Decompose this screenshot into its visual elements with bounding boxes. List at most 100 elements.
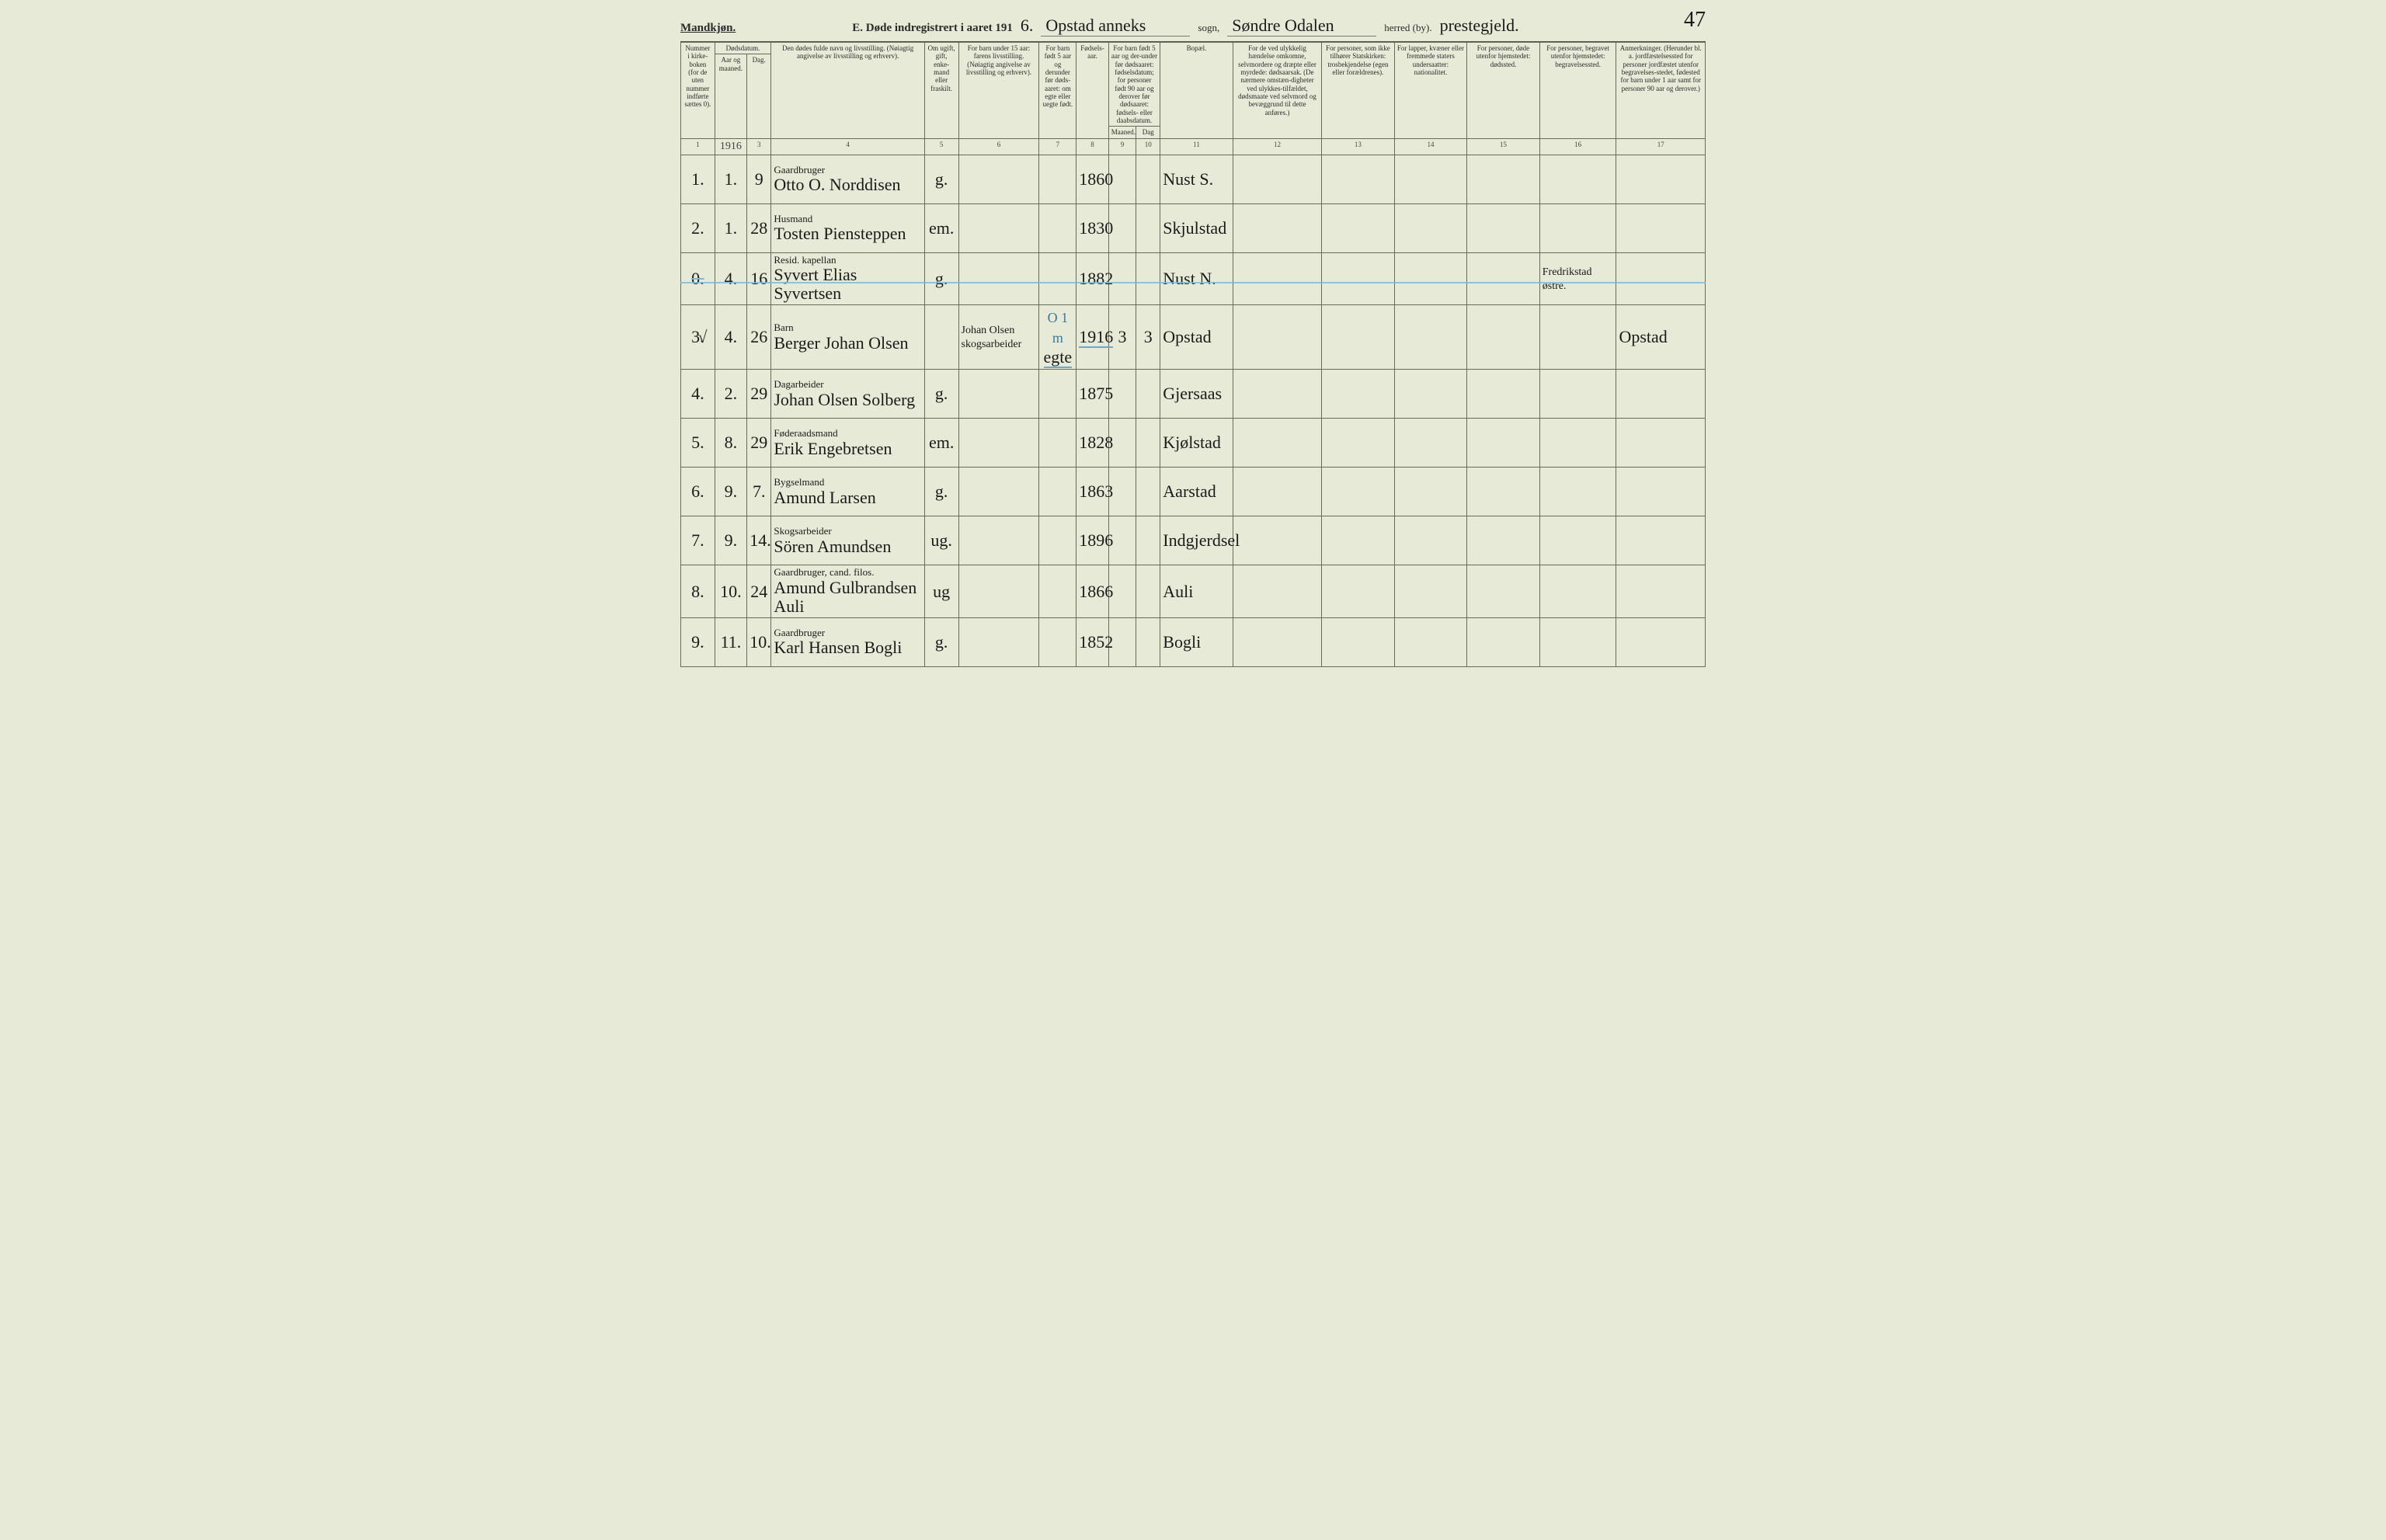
parish-name: Opstad anneks: [1041, 16, 1190, 37]
death-place: [1467, 305, 1540, 370]
prestegjeld: prestegjeld.: [1440, 16, 1519, 36]
father-occupation: [958, 516, 1039, 565]
col-header: Om ugift, gift, enke-mand eller fraskilt…: [924, 43, 958, 139]
cause: [1233, 565, 1321, 618]
death-place: [1467, 516, 1540, 565]
death-month: 8.: [715, 419, 747, 468]
nationality: [1394, 203, 1467, 252]
death-day: 28: [747, 203, 771, 252]
nationality: [1394, 305, 1467, 370]
herred-label: herred (by).: [1384, 22, 1431, 34]
remarks: Opstad: [1616, 305, 1706, 370]
colnum: 14: [1394, 138, 1467, 155]
death-day: 14.: [747, 516, 771, 565]
col-header: Nummer i kirke-boken (for de uten nummer…: [681, 43, 715, 139]
table-row: 2.1.28HusmandTosten Piensteppenem.1830Sk…: [681, 203, 1706, 252]
confession: [1322, 305, 1395, 370]
table-row: 8.10.24Gaardbruger, cand. filos.Amund Gu…: [681, 565, 1706, 618]
marital-status: em.: [924, 203, 958, 252]
column-number-row: 1 1916 3 4 5 6 7 8 9 10 11 12 13 14 15 1…: [681, 138, 1706, 155]
table-head: Nummer i kirke-boken (for de uten nummer…: [681, 43, 1706, 139]
cause: [1233, 516, 1321, 565]
burial-place: [1539, 203, 1616, 252]
remarks: [1616, 565, 1706, 618]
birth-day: [1136, 155, 1160, 203]
birth-day: [1136, 252, 1160, 305]
death-place: [1467, 618, 1540, 667]
table-row: 4.2.29DagarbeiderJohan Olsen Solbergg.18…: [681, 370, 1706, 419]
death-month: 4.: [715, 305, 747, 370]
residence: Nust N.: [1160, 252, 1233, 305]
cause: [1233, 468, 1321, 516]
birth-year: 1860: [1076, 155, 1109, 203]
birth-year: 1882: [1076, 252, 1109, 305]
birth-year: 1866: [1076, 565, 1109, 618]
col-header: For personer, som ikke tilhører Statskir…: [1322, 43, 1395, 139]
name-occupation: FøderaadsmandErik Engebretsen: [771, 419, 924, 468]
name-occupation: GaardbrugerOtto O. Norddisen: [771, 155, 924, 203]
cause: [1233, 252, 1321, 305]
residence: Opstad: [1160, 305, 1233, 370]
birth-year: 1863: [1076, 468, 1109, 516]
legitimacy: [1039, 565, 1076, 618]
nationality: [1394, 155, 1467, 203]
nationality: [1394, 370, 1467, 419]
remarks: [1616, 155, 1706, 203]
col-subheader: Aar og maaned.: [715, 54, 747, 138]
col-header: For barn født 5 aar og der-under før død…: [1108, 43, 1160, 127]
nationality: [1394, 516, 1467, 565]
marital-status: g.: [924, 370, 958, 419]
legitimacy: [1039, 370, 1076, 419]
death-day: 9: [747, 155, 771, 203]
col-header: Fødsels-aar.: [1076, 43, 1109, 139]
confession: [1322, 565, 1395, 618]
cause: [1233, 419, 1321, 468]
marital-status: ug: [924, 565, 958, 618]
legitimacy: [1039, 203, 1076, 252]
colnum: 9: [1108, 138, 1136, 155]
marital-status: g.: [924, 252, 958, 305]
death-month: 9.: [715, 468, 747, 516]
birth-year: 1896: [1076, 516, 1109, 565]
table-row: 5.8.29FøderaadsmandErik Engebretsenem.18…: [681, 419, 1706, 468]
father-occupation: [958, 155, 1039, 203]
death-day: 29: [747, 370, 771, 419]
colnum: 15: [1467, 138, 1540, 155]
nationality: [1394, 468, 1467, 516]
residence: Skjulstad: [1160, 203, 1233, 252]
colnum: 3: [747, 138, 771, 155]
nationality: [1394, 618, 1467, 667]
title-prefix: E. Døde indregistrert i aaret 191: [852, 22, 1013, 35]
death-month: 10.: [715, 565, 747, 618]
burial-place: [1539, 468, 1616, 516]
col-header: For personer, begravet utenfor hjemstede…: [1539, 43, 1616, 139]
year-suffix: 6.: [1021, 16, 1034, 36]
row-number: 2.: [681, 203, 715, 252]
colnum: 13: [1322, 138, 1395, 155]
death-day: 10.: [747, 618, 771, 667]
birth-year: 1830: [1076, 203, 1109, 252]
birth-day: [1136, 419, 1160, 468]
colnum: 16: [1539, 138, 1616, 155]
marital-status: g.: [924, 468, 958, 516]
residence: Gjersaas: [1160, 370, 1233, 419]
remarks: [1616, 618, 1706, 667]
birth-day: [1136, 565, 1160, 618]
burial-place: [1539, 370, 1616, 419]
confession: [1322, 468, 1395, 516]
confession: [1322, 618, 1395, 667]
death-month: 4.: [715, 252, 747, 305]
col-subheader: Dag.: [747, 54, 771, 138]
name-occupation: BygselmandAmund Larsen: [771, 468, 924, 516]
name-occupation: Gaardbruger, cand. filos.Amund Gulbrands…: [771, 565, 924, 618]
col-header: Den dødes fulde navn og livsstilling. (N…: [771, 43, 924, 139]
death-register-table: Nummer i kirke-boken (for de uten nummer…: [680, 42, 1706, 667]
father-occupation: [958, 618, 1039, 667]
death-month: 1.: [715, 203, 747, 252]
father-occupation: [958, 565, 1039, 618]
death-place: [1467, 203, 1540, 252]
nationality: [1394, 419, 1467, 468]
birth-year: 1916: [1076, 305, 1109, 370]
row-number: 0.: [681, 252, 715, 305]
death-day: 7.: [747, 468, 771, 516]
